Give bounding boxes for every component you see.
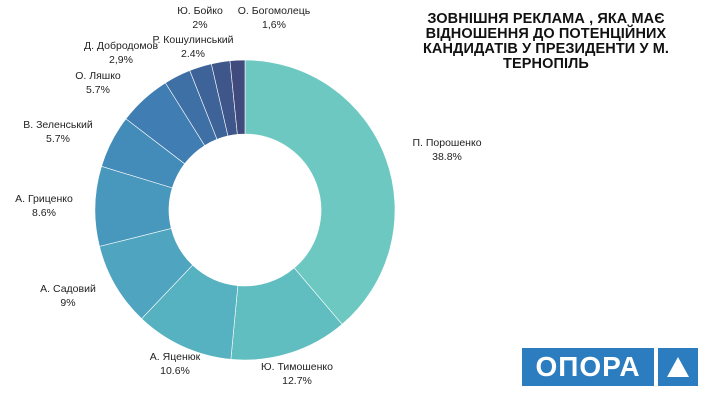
- slice-value-4: 9%: [60, 297, 75, 309]
- slice-label-11: О. Богомолець: [238, 5, 311, 17]
- slice-value-10: 2%: [192, 19, 207, 31]
- slice-label-5: А. Гриценко: [15, 193, 73, 205]
- slice-value-1: 38.8%: [432, 151, 462, 163]
- slice-11: [229, 59, 246, 135]
- slice-value-3: 10.6%: [160, 365, 190, 377]
- slice-label-7: О. Ляшко: [75, 70, 121, 82]
- slice-label-4: А. Садовий: [40, 283, 96, 295]
- slice-label-10: Ю. Бойко: [177, 5, 223, 17]
- triangle-icon: [658, 348, 698, 386]
- slice-label-3: А. Яценюк: [150, 351, 201, 363]
- slice-value-8: 2,9%: [109, 54, 133, 66]
- slice-label-6: В. Зеленський: [23, 119, 93, 131]
- slice-value-2: 12.7%: [282, 375, 312, 387]
- slice-1: [244, 59, 396, 325]
- slice-value-7: 5.7%: [86, 84, 110, 96]
- slice-label-1: П. Порошенко: [412, 137, 481, 149]
- chart-title: ЗОВНІШНЯ РЕКЛАМА , ЯКА МАЄ ВІДНОШЕННЯ ДО…: [422, 11, 670, 72]
- logo-text: ОПОРА: [522, 348, 654, 386]
- opora-logo: ОПОРА: [522, 348, 698, 386]
- slice-label-2: Ю. Тимошенко: [261, 361, 333, 373]
- slice-value-5: 8.6%: [32, 207, 56, 219]
- slice-value-11: 1,6%: [262, 19, 286, 31]
- slice-label-8: Д. Добродомов: [84, 40, 159, 52]
- slice-value-6: 5.7%: [46, 133, 70, 145]
- slice-value-9: 2.4%: [181, 48, 205, 60]
- slice-label-9: Р. Кошулинський: [152, 34, 233, 46]
